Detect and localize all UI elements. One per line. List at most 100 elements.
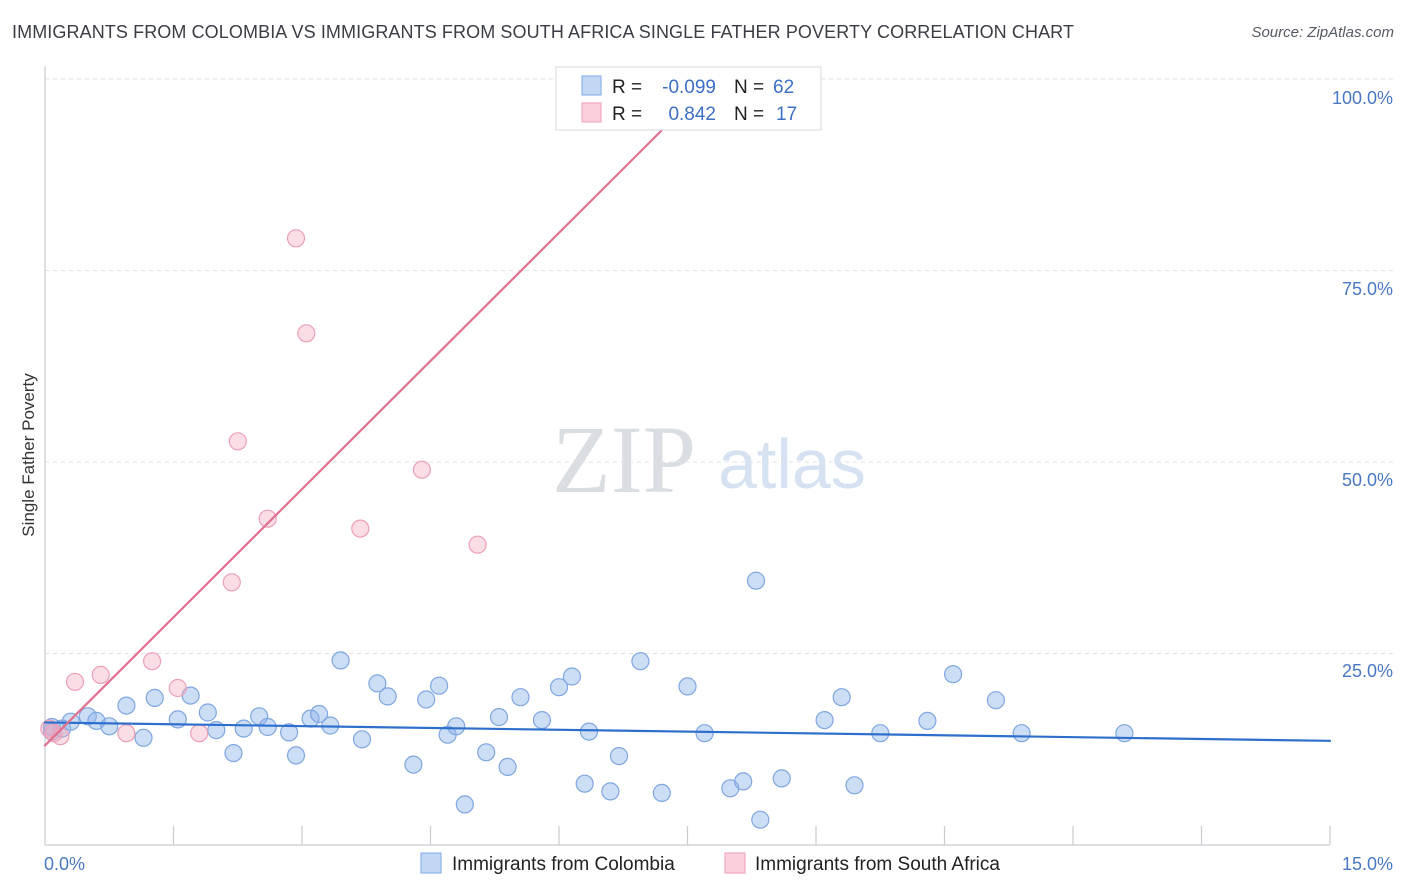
legend-n-value-colombia: 62 xyxy=(773,77,794,98)
legend-r-label: R = xyxy=(612,104,642,125)
y-tick-label: 25.0% xyxy=(1342,661,1393,681)
legend-r-label: R = xyxy=(612,77,642,98)
colombia-point xyxy=(447,717,466,736)
colombia-point xyxy=(417,690,436,709)
y-tick-labels: 100.0% 75.0% 50.0% 25.0% xyxy=(1332,88,1393,681)
south-africa-point xyxy=(91,665,110,685)
colombia-trend-line xyxy=(43,721,1332,742)
bottom-legend-label-south-africa: Immigrants from South Africa xyxy=(755,854,1000,875)
legend-r-value-south-africa: 0.842 xyxy=(668,104,716,125)
colombia-point xyxy=(652,783,671,803)
legend-r-value-colombia: -0.099 xyxy=(662,77,716,98)
series-colombia-points xyxy=(42,571,1134,829)
colombia-point xyxy=(498,757,517,777)
colombia-point xyxy=(918,711,937,731)
watermark-atlas: atlas xyxy=(718,425,866,503)
colombia-point xyxy=(549,678,569,697)
colombia-point xyxy=(678,677,697,696)
colombia-point xyxy=(134,728,153,747)
legend-n-label: N = xyxy=(734,104,764,125)
colombia-point xyxy=(489,707,509,727)
trend-lines xyxy=(43,77,1332,747)
colombia-point xyxy=(378,687,397,706)
colombia-point xyxy=(631,652,650,671)
colombia-point xyxy=(477,743,496,762)
bottom-legend-swatch-south-africa xyxy=(724,852,746,874)
y-axis-label: Single Father Poverty xyxy=(19,373,38,537)
colombia-point xyxy=(746,571,766,590)
south-africa-point xyxy=(286,229,306,248)
colombia-point xyxy=(943,665,963,684)
south-africa-point xyxy=(412,460,431,479)
south-africa-point xyxy=(51,727,70,746)
bottom-legend-swatch-colombia xyxy=(420,852,442,874)
south-africa-point xyxy=(65,672,85,691)
x-tick-label-max: 15.0% xyxy=(1342,854,1393,874)
south-africa-point xyxy=(168,678,187,698)
colombia-point xyxy=(78,707,97,726)
colombia-point xyxy=(455,795,474,814)
south-africa-point xyxy=(351,519,370,538)
south-africa-trend-line xyxy=(43,77,715,747)
x-tick-marks xyxy=(172,826,1331,845)
colombia-point xyxy=(562,667,582,686)
colombia-point xyxy=(871,724,890,743)
colombia-point xyxy=(601,782,620,801)
colombia-point xyxy=(368,674,387,693)
colombia-point xyxy=(234,719,253,738)
south-africa-point xyxy=(297,324,316,343)
colombia-point xyxy=(280,723,299,742)
south-africa-point xyxy=(190,724,209,743)
south-africa-point xyxy=(468,535,487,554)
south-africa-point xyxy=(258,509,277,528)
series-legend: Immigrants from Colombia Immigrants from… xyxy=(420,852,1000,875)
south-africa-point xyxy=(143,652,162,671)
legend-swatch-colombia xyxy=(581,75,602,96)
legend-n-label: N = xyxy=(734,77,764,98)
colombia-point xyxy=(1115,724,1134,743)
watermark-zip: ZIP xyxy=(552,406,696,513)
colombia-point xyxy=(695,724,714,743)
south-africa-point xyxy=(222,573,241,592)
south-africa-point xyxy=(228,432,247,451)
x-tick-label-min: 0.0% xyxy=(44,854,85,874)
colombia-point xyxy=(1012,724,1031,743)
colombia-point xyxy=(532,710,552,730)
colombia-point xyxy=(845,776,864,795)
y-tick-label: 50.0% xyxy=(1342,470,1393,490)
colombia-point xyxy=(579,722,599,741)
chart-title: IMMIGRANTS FROM COLOMBIA VS IMMIGRANTS F… xyxy=(12,22,1075,42)
source-credit: Source: ZipAtlas.com xyxy=(1251,24,1394,41)
colombia-point xyxy=(198,703,217,722)
colombia-point xyxy=(117,696,136,715)
colombia-point xyxy=(352,730,372,749)
legend-n-value-south-africa: 17 xyxy=(776,104,797,125)
colombia-point xyxy=(575,774,594,793)
colombia-point xyxy=(986,691,1006,710)
stats-legend: R = -0.099 N = 62 R = 0.842 N = 17 xyxy=(555,66,822,131)
colombia-point xyxy=(609,746,629,766)
colombia-point xyxy=(511,688,530,707)
y-tick-label: 75.0% xyxy=(1342,279,1393,299)
colombia-point xyxy=(224,743,243,763)
colombia-point xyxy=(832,688,851,707)
gridlines xyxy=(45,78,1393,654)
colombia-point xyxy=(734,772,753,791)
colombia-point xyxy=(772,769,791,788)
watermark: ZIP atlas xyxy=(552,406,866,513)
colombia-point xyxy=(286,746,306,765)
colombia-point xyxy=(430,676,449,695)
colombia-point xyxy=(331,651,350,670)
y-tick-label: 100.0% xyxy=(1332,88,1393,108)
colombia-point xyxy=(404,755,423,774)
bottom-legend-label-colombia: Immigrants from Colombia xyxy=(452,854,675,875)
south-africa-point xyxy=(117,724,136,743)
colombia-point xyxy=(145,688,164,708)
colombia-point xyxy=(815,710,834,730)
series-south-africa-points xyxy=(40,229,487,746)
colombia-point xyxy=(310,704,329,724)
colombia-point xyxy=(258,717,277,737)
colombia-point xyxy=(751,810,770,829)
colombia-point xyxy=(100,717,119,736)
